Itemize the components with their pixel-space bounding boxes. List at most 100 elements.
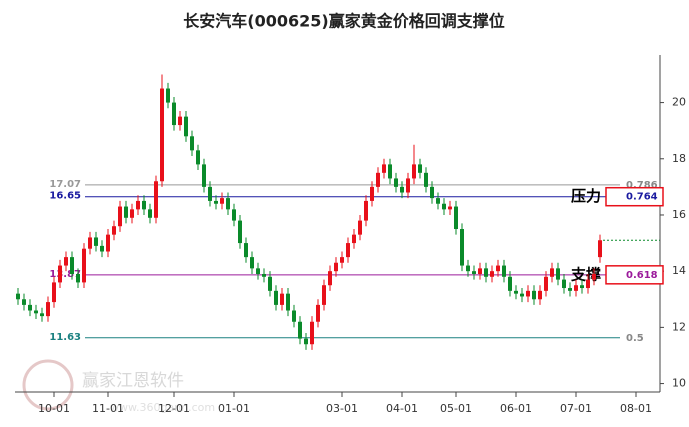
level-ratio: 0.618	[626, 270, 658, 281]
candle-body	[436, 198, 440, 204]
candle-body	[340, 257, 344, 263]
candle-body	[412, 164, 416, 179]
candle-body	[190, 136, 194, 151]
candle-body	[544, 276, 548, 291]
candle-body	[94, 237, 98, 246]
y-tick-label: 14	[672, 264, 686, 277]
candle-body	[28, 304, 32, 311]
candle-body	[82, 248, 86, 283]
candle-body	[460, 229, 464, 266]
candle-body	[448, 206, 452, 210]
candle-body	[478, 268, 482, 274]
candle-body	[400, 186, 404, 193]
candle-body	[310, 321, 314, 345]
candle-body	[124, 206, 128, 218]
candle-body	[136, 200, 140, 210]
candle-body	[598, 240, 602, 258]
candle-body	[178, 116, 182, 126]
candle-body	[592, 273, 596, 280]
candle-body	[22, 299, 26, 305]
x-tick-label: 11-01	[92, 402, 124, 415]
candle-body	[118, 206, 122, 227]
candle-body	[334, 262, 338, 272]
candle-body	[304, 338, 308, 345]
candle-body	[76, 273, 80, 283]
candle-body	[58, 265, 62, 283]
candle-body	[202, 164, 206, 187]
candle-body	[100, 245, 104, 252]
x-tick-label: 12-01	[158, 402, 190, 415]
candle-body	[316, 304, 320, 322]
level-ratio: 0.5	[626, 333, 644, 344]
candle-body	[70, 257, 74, 274]
watermark: 赢家江恩软件	[82, 371, 184, 391]
level-box	[605, 265, 664, 285]
candle-body	[196, 150, 200, 165]
candle-body	[64, 257, 68, 266]
candle-body	[520, 293, 524, 297]
candle-body	[568, 288, 572, 291]
x-tick-label: 05-01	[440, 402, 472, 415]
candle-body	[466, 265, 470, 272]
candle-body	[286, 293, 290, 311]
candle-body	[256, 268, 260, 274]
level-ratio: 0.786	[626, 180, 658, 191]
candle-body	[430, 186, 434, 199]
candle-body	[154, 181, 158, 218]
x-tick-label: 07-01	[560, 402, 592, 415]
level-price: 16.65	[49, 191, 81, 202]
level-price: 11.63	[49, 332, 81, 343]
candle-body	[502, 265, 506, 277]
level-ratio: 0.764	[626, 192, 658, 203]
x-tick-label: 01-01	[218, 402, 250, 415]
x-tick-label: 10-01	[38, 402, 70, 415]
watermark-logo	[22, 359, 74, 411]
candle-body	[46, 302, 50, 317]
candle-body	[352, 234, 356, 244]
y-tick-label: 16	[672, 208, 686, 221]
candle-body	[388, 164, 392, 179]
y-tick-label: 20	[672, 96, 686, 109]
candle-body	[526, 290, 530, 297]
candle-body	[280, 293, 284, 305]
candle-body	[232, 209, 236, 221]
candle-body	[298, 321, 302, 339]
candle-body	[364, 200, 368, 221]
candle-body	[106, 234, 110, 252]
candle-body	[580, 285, 584, 289]
candle-body	[244, 243, 248, 258]
candle-body	[322, 285, 326, 305]
candle-body	[16, 293, 20, 300]
candle-body	[472, 271, 476, 274]
candle-body	[496, 265, 500, 272]
level-box	[605, 186, 664, 207]
candle-body	[586, 279, 590, 289]
candle-body	[454, 206, 458, 230]
candle-body	[292, 310, 296, 322]
level-price: 13.87	[49, 269, 81, 280]
candle-body	[508, 276, 512, 291]
candle-body	[184, 116, 188, 137]
candle-body	[238, 220, 242, 244]
candle-body	[40, 313, 44, 317]
candle-body	[532, 290, 536, 300]
candle-body	[166, 88, 170, 103]
candle-body	[220, 198, 224, 204]
y-tick-label: 12	[672, 320, 686, 333]
x-tick-label: 04-01	[386, 402, 418, 415]
candle-body	[160, 88, 164, 182]
candle-body	[130, 209, 134, 218]
candle-body	[562, 279, 566, 289]
candle-body	[268, 276, 272, 291]
candle-body	[382, 164, 386, 173]
chart-title: 长安汽车(000625)赢家黄金价格回调支撑位	[183, 12, 504, 31]
candle-body	[550, 268, 554, 277]
candle-body	[328, 271, 332, 286]
y-tick-label: 10	[672, 377, 686, 390]
candle-body	[370, 186, 374, 201]
candle-body	[112, 226, 116, 235]
watermark-url: www.360gann.com	[110, 401, 215, 414]
candle-body	[574, 285, 578, 291]
candle-body	[52, 282, 56, 303]
